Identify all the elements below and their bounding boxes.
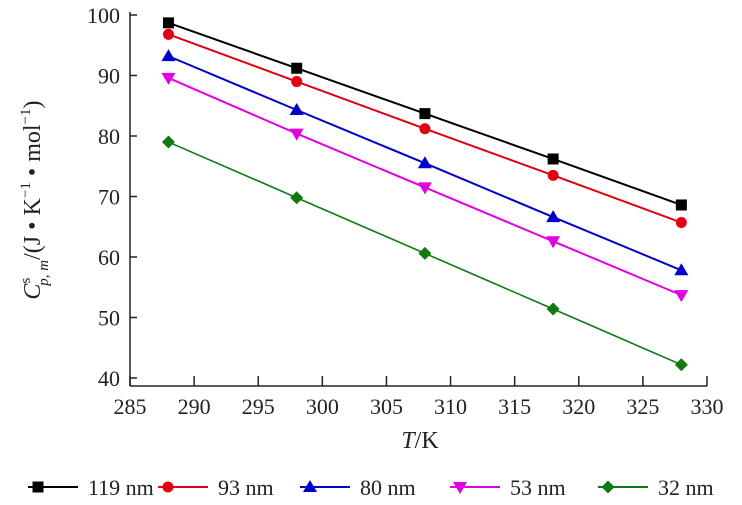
data-point [417,182,432,195]
data-point [675,217,687,229]
legend-label: 93 nm [218,475,274,500]
data-point [418,246,432,260]
data-point [291,76,303,88]
y-label-mid: • mol [20,124,46,182]
series-119-nm [162,17,687,211]
legend-marker-triangle-up [303,480,317,492]
data-point [546,210,561,223]
data-point [547,153,559,165]
data-point [161,72,176,85]
legend-label: 119 nm [88,475,154,500]
data-point [290,191,304,205]
data-point [674,358,688,372]
y-label-exp2: −1 [18,108,34,124]
svg-text:Csp, m/(J • K−1 • mol−1): Cs p, m/(J • K−1 • mol−1) [18,100,52,299]
legend-item: 53 nm [450,475,566,500]
y-tick-label: 80 [98,124,120,149]
legend-item: 93 nm [158,475,274,500]
series-53-nm [161,72,689,303]
x-label-unit: /K [415,428,440,454]
x-tick-label: 315 [498,394,531,419]
x-tick-label: 300 [306,394,339,419]
data-point [546,236,561,249]
x-tick-label: 330 [691,394,724,419]
x-tick-label: 295 [242,394,275,419]
legend: 119 nm 93 nm 80 nm 53 nm 32 nm [28,475,714,500]
series-93-nm [162,28,687,229]
data-point [674,263,689,276]
legend-item: 80 nm [300,475,416,500]
data-point [674,290,689,303]
legend-label: 80 nm [360,475,416,500]
data-point [547,169,559,181]
data-point [291,62,303,74]
data-point [289,102,304,115]
legend-marker-square [32,481,44,493]
y-tick-label: 60 [98,245,120,270]
legend-item: 32 nm [598,475,714,500]
legend-marker-diamond [601,480,615,494]
x-axis-label: T/K [401,428,439,454]
x-tick-label: 320 [562,394,595,419]
data-point [161,135,175,149]
x-tick-label: 285 [114,394,147,419]
y-tick-label: 40 [98,366,120,391]
data-point [675,199,687,211]
legend-marker-circle [162,481,174,493]
x-tick-label: 290 [178,394,211,419]
legend-label: 53 nm [510,475,566,500]
data-point [162,28,174,40]
y-tick-label: 90 [98,64,120,89]
data-point [289,128,304,141]
x-tick-label: 325 [626,394,659,419]
series-80-nm [161,49,689,276]
y-tick-label: 50 [98,306,120,331]
legend-label: 32 nm [658,475,714,500]
y-label-sup: s [18,278,34,284]
data-point [417,156,432,169]
y-label-exp1: −1 [18,182,34,198]
series-32-nm [161,135,688,372]
y-axis-label: Cs p, m/(J • K−1 • mol−1) [18,100,52,299]
y-label-symbol: C [20,283,46,300]
data-point [419,123,431,135]
y-tick-label: 100 [87,3,120,28]
series-group [161,17,689,372]
x-label-var: T [401,428,416,454]
axes: 40 50 60 70 80 90 100 285 290 295 300 305 310 315 320 3… [87,3,724,419]
y-label-unit: /(J • K [20,197,46,259]
data-point [161,49,176,62]
data-point [546,302,560,316]
data-point [162,17,174,29]
x-tick-label: 305 [370,394,403,419]
y-label-sub: p, m [36,260,52,287]
data-point [419,108,431,120]
y-label-close: ) [20,100,46,108]
legend-item: 119 nm [28,475,154,500]
x-tick-label: 310 [434,394,467,419]
legend-marker-triangle-down [453,482,467,494]
y-tick-label: 70 [98,185,120,210]
